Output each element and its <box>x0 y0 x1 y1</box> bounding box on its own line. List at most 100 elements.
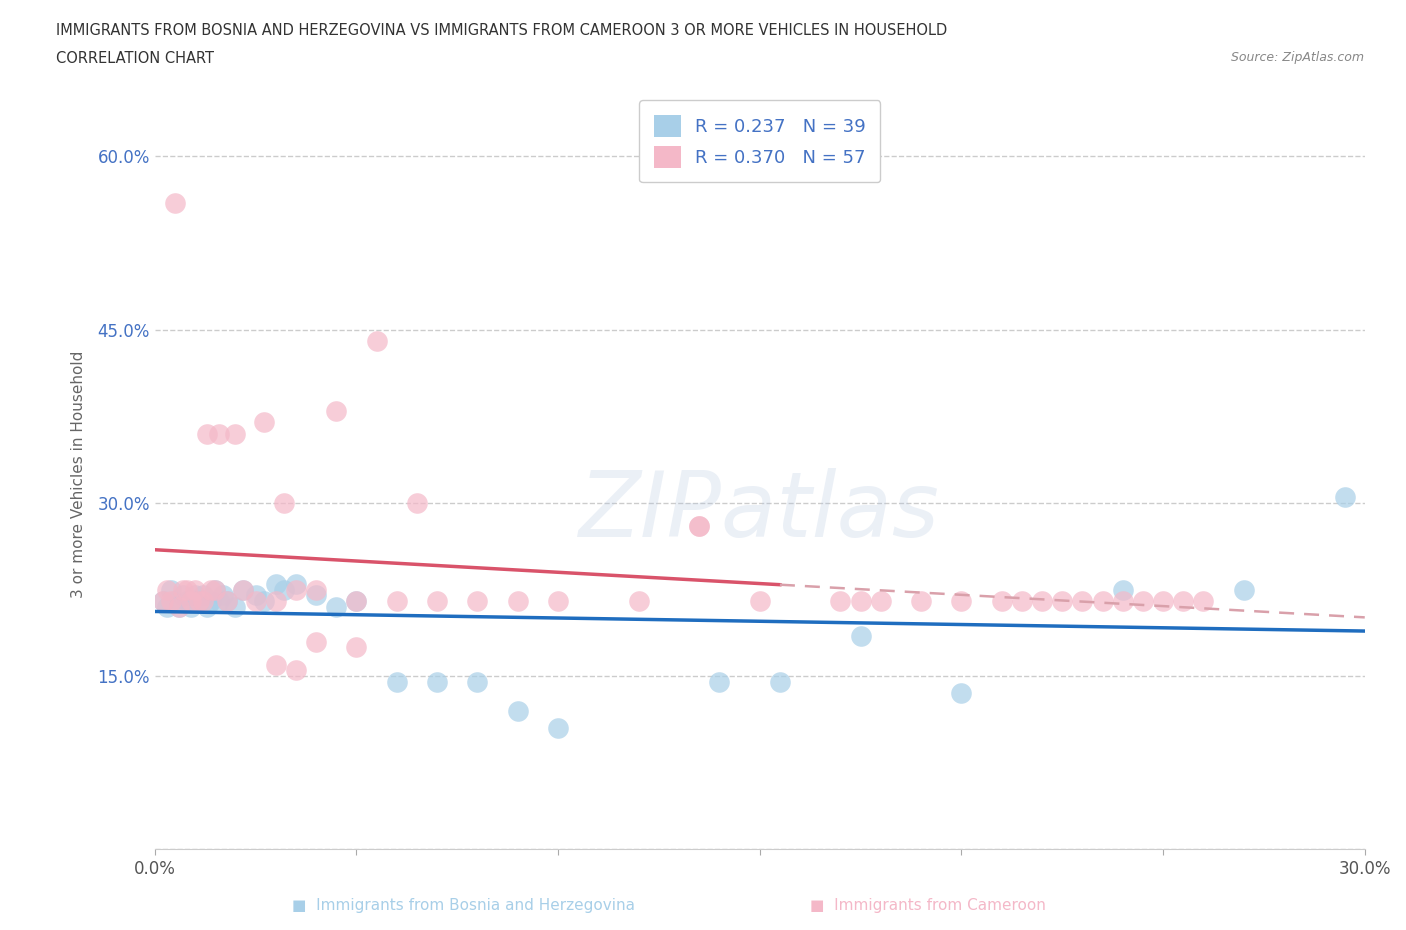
Point <box>160 582 183 597</box>
Point <box>195 426 218 441</box>
Point <box>264 658 287 672</box>
Point <box>305 588 328 603</box>
Point <box>547 721 569 736</box>
Point <box>506 703 529 718</box>
Point <box>627 593 650 608</box>
Point <box>284 663 307 678</box>
Point <box>160 593 183 608</box>
Point <box>1333 490 1355 505</box>
Point <box>204 582 226 597</box>
Point <box>184 588 207 603</box>
Text: ■  Immigrants from Bosnia and Herzegovina: ■ Immigrants from Bosnia and Herzegovina <box>292 898 636 913</box>
Point <box>176 582 198 597</box>
Point <box>217 593 239 608</box>
Point <box>188 593 211 608</box>
Point <box>748 593 770 608</box>
Point <box>1152 593 1174 608</box>
Point <box>163 195 186 210</box>
Point <box>167 600 190 615</box>
Point <box>344 593 367 608</box>
Point <box>869 593 891 608</box>
Point <box>467 674 489 689</box>
Point <box>284 582 307 597</box>
Point <box>180 593 202 608</box>
Point <box>156 582 179 597</box>
Point <box>849 629 872 644</box>
Point <box>547 593 569 608</box>
Point <box>830 593 852 608</box>
Point <box>688 519 710 534</box>
Text: CORRELATION CHART: CORRELATION CHART <box>56 51 214 66</box>
Point <box>385 593 408 608</box>
Point <box>224 600 246 615</box>
Point <box>910 593 932 608</box>
Point <box>305 582 328 597</box>
Point <box>990 593 1012 608</box>
Point <box>1071 593 1094 608</box>
Point <box>1031 593 1053 608</box>
Point <box>195 600 218 615</box>
Point <box>849 593 872 608</box>
Point <box>1192 593 1215 608</box>
Text: Source: ZipAtlas.com: Source: ZipAtlas.com <box>1230 51 1364 64</box>
Point <box>208 593 231 608</box>
Point <box>426 593 449 608</box>
Point <box>176 593 198 608</box>
Point <box>769 674 792 689</box>
Point <box>172 582 194 597</box>
Point <box>325 403 347 418</box>
Point <box>212 588 235 603</box>
Point <box>245 593 267 608</box>
Point <box>167 600 190 615</box>
Point <box>180 600 202 615</box>
Point <box>152 593 174 608</box>
Point <box>152 593 174 608</box>
Point <box>406 496 429 511</box>
Point <box>1052 593 1074 608</box>
Point <box>191 593 214 608</box>
Point <box>426 674 449 689</box>
Point <box>200 593 222 608</box>
Point <box>1112 593 1135 608</box>
Point <box>305 634 328 649</box>
Point <box>252 415 274 430</box>
Point <box>1233 582 1256 597</box>
Point <box>208 426 231 441</box>
Point <box>163 593 186 608</box>
Point <box>217 593 239 608</box>
Point <box>264 577 287 591</box>
Point <box>264 593 287 608</box>
Point <box>191 588 214 603</box>
Point <box>709 674 731 689</box>
Text: ■  Immigrants from Cameroon: ■ Immigrants from Cameroon <box>810 898 1046 913</box>
Point <box>200 582 222 597</box>
Point <box>156 600 179 615</box>
Point <box>184 582 207 597</box>
Point <box>1091 593 1114 608</box>
Point <box>325 600 347 615</box>
Point <box>688 519 710 534</box>
Point <box>1112 582 1135 597</box>
Y-axis label: 3 or more Vehicles in Household: 3 or more Vehicles in Household <box>72 351 86 598</box>
Point <box>950 593 973 608</box>
Point <box>1173 593 1195 608</box>
Point <box>344 640 367 655</box>
Point <box>366 334 388 349</box>
Point <box>344 593 367 608</box>
Point <box>506 593 529 608</box>
Point <box>232 582 254 597</box>
Point <box>204 582 226 597</box>
Point <box>232 582 254 597</box>
Text: ZIPatlas: ZIPatlas <box>579 468 941 555</box>
Point <box>1011 593 1033 608</box>
Point <box>172 588 194 603</box>
Point <box>385 674 408 689</box>
Point <box>284 577 307 591</box>
Point <box>188 593 211 608</box>
Point <box>252 593 274 608</box>
Point <box>950 686 973 701</box>
Point <box>1132 593 1154 608</box>
Point <box>245 588 267 603</box>
Point <box>467 593 489 608</box>
Legend: R = 0.237   N = 39, R = 0.370   N = 57: R = 0.237 N = 39, R = 0.370 N = 57 <box>640 100 880 182</box>
